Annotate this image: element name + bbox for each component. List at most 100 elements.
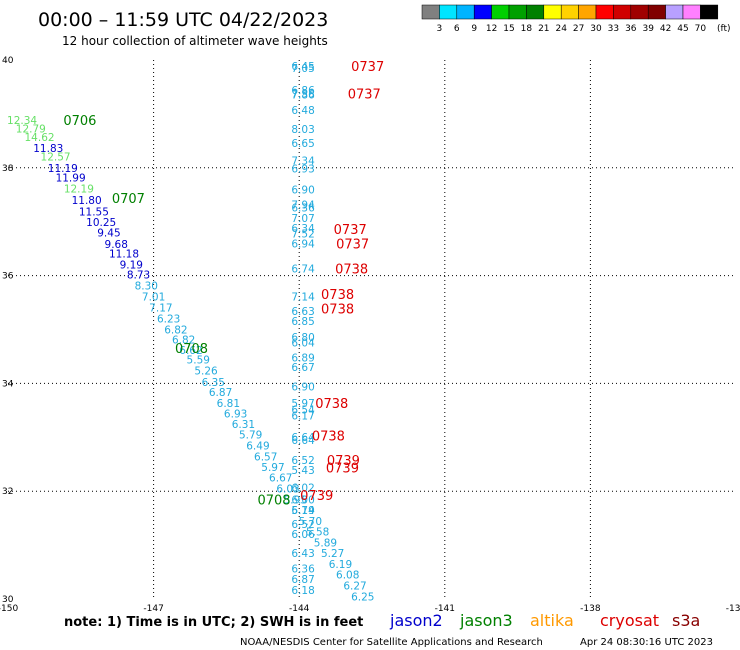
- wave-height-point: 6.86: [291, 85, 315, 97]
- legend-entry-jason2: jason2: [389, 611, 443, 630]
- y-tick-label: 30: [2, 595, 14, 605]
- wave-height-point: 6.18: [291, 585, 314, 597]
- pass-time-label: 0707: [112, 192, 145, 207]
- wave-height-point: 6.17: [291, 411, 314, 423]
- wave-height-point: 10.25: [86, 217, 116, 229]
- wave-height-point: 6.52: [291, 455, 314, 467]
- pass-time-label: 0737: [348, 87, 381, 102]
- wave-height-point: 11.99: [56, 173, 86, 185]
- wave-height-point: 5.79: [239, 430, 262, 442]
- y-tick-label: 38: [2, 164, 14, 174]
- wave-height-point: 5.70: [299, 516, 322, 528]
- x-tick-label: -138: [580, 604, 601, 614]
- wave-height-point: 9.45: [97, 227, 120, 239]
- legend-entry-altika: altika: [530, 611, 574, 630]
- wave-height-point: 6.65: [291, 138, 314, 150]
- wave-height-point: 6.04: [291, 337, 315, 349]
- wave-height-point: 6.03: [276, 484, 299, 496]
- wave-height-point: 5.95: [284, 494, 307, 506]
- color-swatch: [578, 4, 597, 20]
- wave-height-point: 12.79: [16, 123, 46, 135]
- wave-height-point: 6.67: [291, 362, 314, 374]
- wave-height-point: 6.93: [224, 409, 247, 421]
- wave-height-point: 5.43: [291, 465, 314, 477]
- color-scale-tick: 33: [608, 24, 619, 34]
- color-scale-tick: 24: [555, 24, 567, 34]
- wave-height-point: 11.80: [72, 195, 102, 207]
- wave-height-point: 6.87: [291, 574, 314, 586]
- color-swatch: [665, 4, 684, 20]
- wave-height-point: 5.26: [194, 365, 218, 377]
- wave-height-point: 6.52: [291, 519, 314, 531]
- axis-tick-labels: -150 -147 -144 -141 -138 -135 30 32 34 36 38 40: [0, 56, 740, 614]
- generated-timestamp: Apr 24 08:30:16 UTC 2023: [580, 637, 713, 648]
- pass-time-label: 0738: [321, 302, 354, 317]
- wave-height-point: 6.35: [202, 377, 225, 389]
- chart-title: 00:00 – 11:59 UTC 04/22/2023: [38, 9, 328, 31]
- wave-height-point: 6.31: [232, 419, 255, 431]
- pass-time-labels: 0706070707080708073707370737073707380738…: [63, 60, 384, 508]
- wave-height-point: 7.52: [291, 229, 314, 241]
- color-swatch: [560, 4, 579, 20]
- wave-height-point: 7.01: [142, 292, 165, 304]
- y-tick-label: 34: [2, 379, 14, 389]
- color-scale-tick: 9: [471, 24, 477, 34]
- pass-time-label: 0739: [326, 461, 359, 476]
- wave-height-point: 7.86: [291, 89, 315, 101]
- color-scale-tick: 15: [503, 24, 514, 34]
- wave-height-point: 7.05: [291, 63, 314, 75]
- color-swatch: [526, 4, 545, 20]
- wave-height-point: 12.19: [64, 183, 94, 195]
- legend-entry-jason3: jason3: [459, 611, 513, 630]
- wave-height-point: 6.08: [336, 570, 359, 582]
- wave-height-point: 8.73: [127, 270, 150, 282]
- pass-time-label: 0738: [335, 263, 368, 278]
- pass-time-label: 0708: [257, 493, 290, 508]
- wave-height-point: 6.02: [291, 482, 314, 494]
- wave-height-point: 8.03: [291, 124, 314, 136]
- pass-time-label: 0739: [327, 454, 360, 469]
- pass-time-label: 0738: [315, 397, 348, 412]
- wave-height-labels: 12.3412.7914.6211.8312.5711.1911.9912.19…: [7, 61, 374, 603]
- color-scale-tick: 18: [521, 24, 533, 34]
- lat-lon-grid: [8, 60, 736, 599]
- color-swatch: [647, 4, 666, 20]
- color-scale-tick: 21: [538, 24, 549, 34]
- pass-time-label: 0737: [336, 237, 369, 252]
- wave-height-point: 9.68: [105, 239, 128, 251]
- wave-height-point: 6.80: [291, 332, 314, 344]
- wave-height-point: 5.89: [314, 537, 337, 549]
- wave-height-point: 6.49: [246, 440, 269, 452]
- wave-height-point: 6.82: [172, 335, 195, 347]
- color-swatch: [613, 4, 632, 20]
- wave-height-point: 6.36: [291, 563, 315, 575]
- wave-height-point: 14.62: [25, 132, 55, 144]
- color-swatch: [595, 4, 614, 20]
- wave-height-point: 6.19: [329, 559, 352, 571]
- color-scale-tick: 42: [660, 24, 671, 34]
- color-swatch: [439, 4, 458, 20]
- wave-height-point: 11.18: [109, 249, 139, 261]
- wave-height-point: 7.55: [291, 88, 314, 100]
- wave-height-point: 7.07: [291, 213, 314, 225]
- x-tick-label: -150: [0, 604, 18, 614]
- wave-height-point: 6.74: [291, 264, 315, 276]
- wave-height-point: 11.55: [79, 206, 109, 218]
- pass-time-label: 0706: [63, 114, 96, 129]
- wave-height-point: 6.94: [291, 238, 315, 250]
- wave-height-point: 5.79: [291, 505, 314, 517]
- wave-height-point: 6.85: [291, 316, 314, 328]
- wave-height-point: 6.67: [269, 473, 292, 485]
- color-scale-bar: 3 6 9 12 15 18 21 24 27 30 33 36 39 42 45 70: [421, 4, 719, 34]
- y-tick-label: 32: [2, 487, 13, 497]
- wave-height-point: 5.27: [321, 548, 344, 560]
- wave-height-point: 7.34: [291, 155, 315, 167]
- wave-height-point: 5.59: [187, 355, 210, 367]
- pass-time-label: 0738: [312, 430, 345, 445]
- wave-height-point: 11.19: [48, 163, 78, 175]
- wave-height-point: 6.90: [291, 382, 314, 394]
- wave-height-point: 6.00: [291, 494, 314, 506]
- wave-height-point: 6.34: [291, 223, 315, 235]
- color-scale-tick: 45: [677, 24, 688, 34]
